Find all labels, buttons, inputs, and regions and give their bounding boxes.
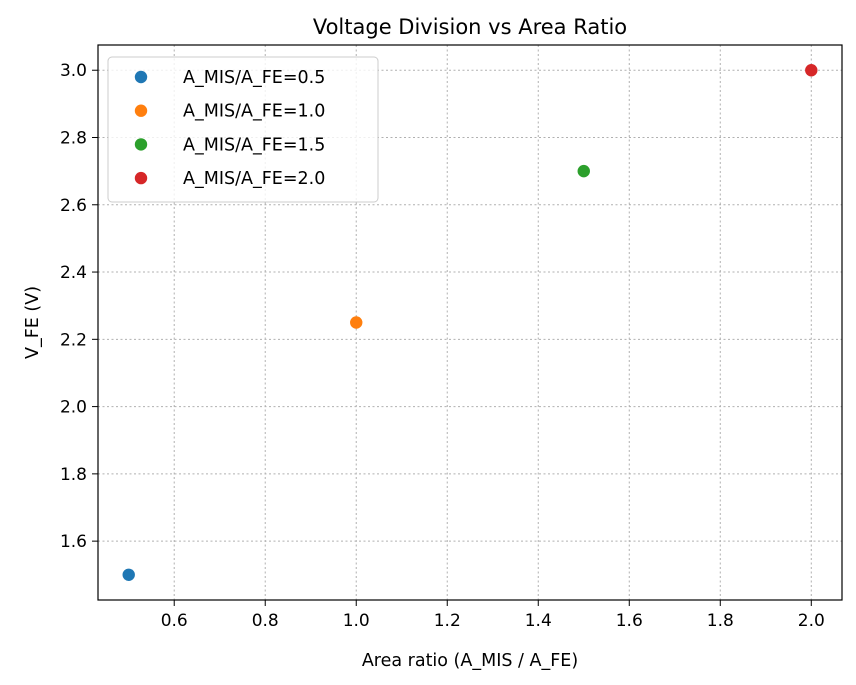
legend-label: A_MIS/A_FE=1.5 [183,135,325,155]
legend-marker [134,138,148,151]
legend-label: A_MIS/A_FE=0.5 [183,68,325,88]
x-tick-label: 1.4 [525,611,552,631]
x-tick-label: 0.8 [252,611,279,631]
legend: A_MIS/A_FE=0.5 A_MIS/A_FE=1.0 A_MIS/A_FE=1… [107,56,379,203]
data-point [805,64,818,77]
legend-label: A_MIS/A_FE=1.0 [183,102,325,122]
x-tick-label: 1.0 [343,611,370,631]
data-point [350,316,363,329]
y-tick-label: 2.0 [60,398,87,418]
y-tick-label: 1.6 [60,532,87,552]
legend-marker [134,104,148,117]
x-tick-label: 0.6 [161,611,188,631]
y-axis-label: V_FE (V) [23,286,43,359]
y-tick-label: 1.8 [60,465,87,485]
x-axis-label: Area ratio (A_MIS / A_FE) [362,651,578,671]
x-tick-label: 1.2 [434,611,461,631]
axis-ticks: 0.6 0.8 1.0 1.2 1.4 1.6 1.8 2.0 1.6 1.8 2.0 2.2 2.4 2… [60,61,825,631]
legend-label: A_MIS/A_FE=2.0 [183,169,325,189]
legend-marker [134,171,148,185]
data-point [577,164,590,178]
y-tick-label: 2.6 [60,196,87,216]
y-tick-label: 2.2 [60,330,87,350]
data-points [122,64,818,581]
y-tick-label: 3.0 [60,61,87,81]
data-point [122,568,135,581]
x-tick-label: 2.0 [798,611,825,631]
plot-frame [97,44,843,601]
x-tick-label: 1.6 [616,611,643,631]
chart-title: Voltage Division vs Area Ratio [313,15,627,39]
legend-box [107,56,379,203]
legend-marker [134,70,148,84]
y-tick-label: 2.8 [60,129,87,149]
x-tick-label: 1.8 [707,611,734,631]
y-tick-label: 2.4 [60,263,87,283]
